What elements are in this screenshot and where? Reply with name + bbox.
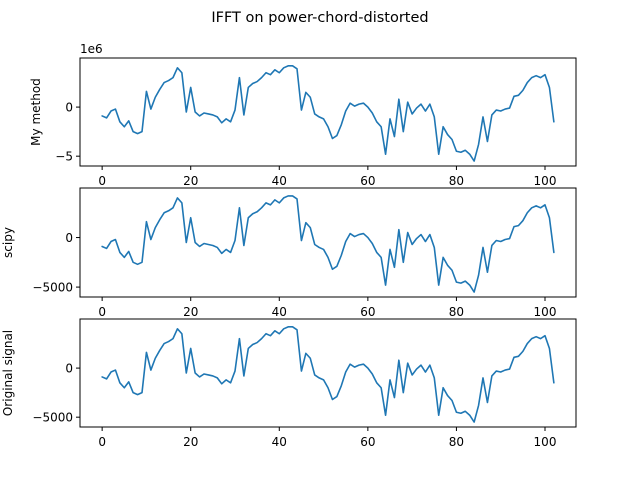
series-line [101,65,555,162]
y-tick-label: −5000 [32,411,73,425]
x-tick-label: 80 [449,435,464,449]
x-tick-label: 0 [98,174,106,188]
series-line [101,326,555,423]
x-tick-label: 20 [183,174,198,188]
y-tick-label: 0 [65,231,73,245]
y-axis-label: scipy [1,227,15,258]
series-line [101,195,555,293]
y-tick-label: −5000 [32,281,73,295]
x-tick-label: 20 [183,305,198,319]
x-tick-label: 0 [98,305,106,319]
axes-1: 0 20 40 60 80 100 −5 0 1e6 My method [29,42,577,188]
y-axis-label: Original signal [1,330,15,416]
axes-2: 0 20 40 60 80 100 −5000 0 scipy [1,187,577,319]
y-axis-label: My method [29,78,43,146]
axes-frame [79,57,577,167]
axes-container: 0 20 40 60 80 100 −5 0 1e6 My method 0 20 40 60 80 100 −… [1,42,577,449]
x-tick-label: 40 [272,174,287,188]
axes-frame [79,187,577,298]
y-tick-label: 0 [65,362,73,376]
x-tick-label: 100 [534,174,557,188]
x-tick-label: 60 [360,435,375,449]
x-tick-label: 100 [534,305,557,319]
axes-frame [79,318,577,428]
x-tick-label: 60 [360,305,375,319]
x-tick-label: 40 [272,435,287,449]
x-tick-label: 0 [98,435,106,449]
x-tick-label: 100 [534,435,557,449]
axes-3: 0 20 40 60 80 100 −5000 0 Original signal [1,318,577,449]
x-tick-label: 80 [449,174,464,188]
figure-title: IFFT on power-chord-distorted [211,10,428,26]
y-tick-label: 0 [65,101,73,115]
y-offset-text: 1e6 [80,42,103,56]
x-tick-label: 40 [272,305,287,319]
y-tick-label: −5 [55,150,73,164]
x-tick-label: 80 [449,305,464,319]
x-tick-label: 20 [183,435,198,449]
x-tick-label: 60 [360,174,375,188]
